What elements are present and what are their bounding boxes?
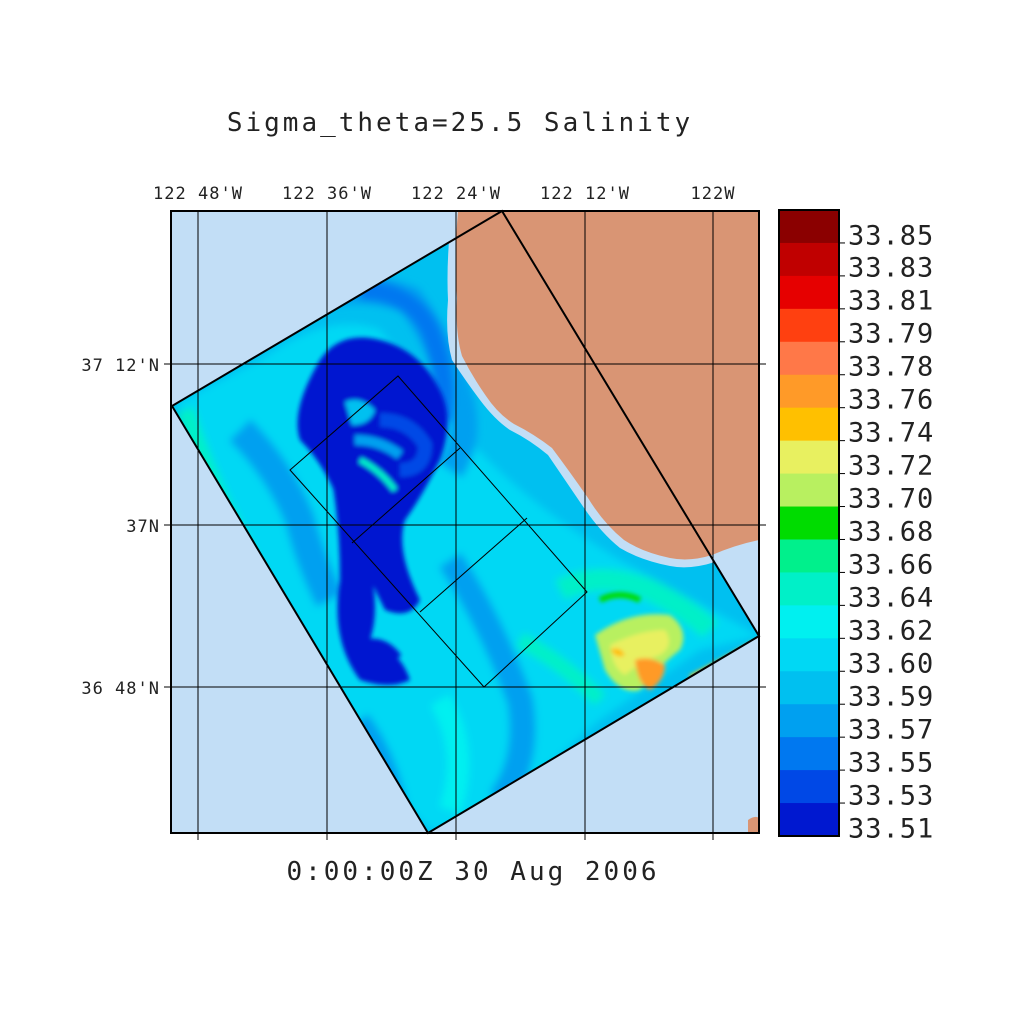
colorbar-swatch (779, 374, 839, 409)
colorbar-label: 33.76 (848, 384, 935, 416)
map-frame (170, 210, 760, 834)
colorbar-swatch (779, 407, 839, 442)
colorbar-label: 33.66 (848, 549, 935, 581)
colorbar-swatch (779, 704, 839, 738)
colorbar-label: 33.51 (848, 813, 935, 844)
colorbar-label: 33.59 (848, 681, 935, 713)
colorbar-label: 33.81 (848, 285, 935, 317)
colorbar-label: 33.62 (848, 615, 935, 647)
colorbar-swatch (779, 638, 839, 672)
colorbar-label: 33.60 (848, 648, 935, 680)
lon-label-122-48w: 122 48'W (153, 184, 243, 204)
colorbar-swatch (779, 770, 839, 804)
colorbar-label: 33.57 (848, 714, 935, 746)
colorbar-label: 33.64 (848, 582, 935, 614)
lon-label-122w: 122W (690, 184, 736, 204)
colorbar-swatch (779, 275, 839, 310)
lat-label-37-12n: 37 12'N (81, 356, 160, 376)
inner-domain-divider-2 (419, 517, 528, 613)
colorbar-swatch (779, 737, 839, 771)
colorbar-label: 33.72 (848, 450, 935, 482)
lon-label-122-24w: 122 24'W (411, 184, 501, 204)
colorbar-label: 33.53 (848, 780, 935, 812)
colorbar-swatch (779, 572, 839, 606)
inner-domain-divider-1 (351, 447, 461, 544)
colorbar-label: 33.70 (848, 483, 935, 515)
colorbar-swatch (779, 803, 839, 837)
colorbar-swatch (779, 671, 839, 705)
colorbar (778, 209, 845, 837)
colorbar-label: 33.74 (848, 417, 935, 449)
colorbar-swatch (779, 308, 839, 343)
colorbar-swatch (779, 341, 839, 376)
colorbar-swatch (779, 242, 839, 277)
colorbar-frame (778, 209, 840, 837)
colorbar-swatch (779, 473, 839, 508)
colorbar-label: 33.79 (848, 318, 935, 350)
lat-label-36-48n: 36 48'N (81, 679, 160, 699)
colorbar-swatch (779, 210, 839, 244)
colorbar-label: 33.55 (848, 747, 935, 779)
lon-label-122-36w: 122 36'W (282, 184, 372, 204)
colorbar-label: 33.68 (848, 516, 935, 548)
colorbar-swatch (779, 506, 839, 541)
colorbar-label: 33.78 (848, 351, 935, 383)
gridlines (171, 211, 759, 833)
lat-label-37n: 37N (126, 517, 160, 537)
colorbar-label: 33.85 (848, 220, 935, 251)
tick-marks (164, 363, 766, 840)
colorbar-swatch (779, 605, 839, 639)
inner-domain-outline (289, 375, 588, 688)
lon-label-122-12w: 122 12'W (540, 184, 630, 204)
timestamp: 0:00:00Z 30 Aug 2006 (286, 857, 660, 887)
colorbar-label: 33.83 (848, 252, 935, 284)
map-title: Sigma_theta=25.5 Salinity (226, 108, 694, 138)
colorbar-swatch (779, 440, 839, 475)
colorbar-swatch (779, 539, 839, 574)
